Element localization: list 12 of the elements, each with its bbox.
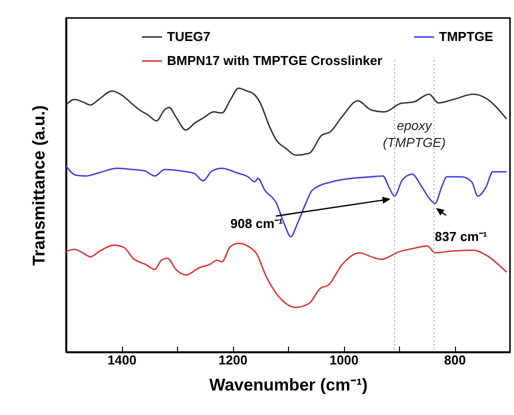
y-axis-title: Transmittance (a.u.)	[30, 105, 48, 266]
annotation: 908 cm⁻¹	[230, 216, 283, 231]
x-tick-label: 1200	[218, 352, 248, 368]
annotation: epoxy (TMPTGE)	[382, 118, 446, 150]
legend-label: BMPN17 with TMPTGE Crosslinker	[167, 53, 382, 68]
legend-label: TUEG7	[167, 29, 210, 44]
x-tick-label: 1000	[330, 352, 358, 368]
legend-label: TMPTGE	[439, 29, 494, 44]
annotation: 837 cm⁻¹	[434, 229, 488, 244]
x-axis-title: Wavenumber (cm⁻¹)	[209, 376, 368, 394]
x-tick-label: 1400	[108, 352, 136, 368]
x-tick-label: 800	[444, 352, 466, 368]
